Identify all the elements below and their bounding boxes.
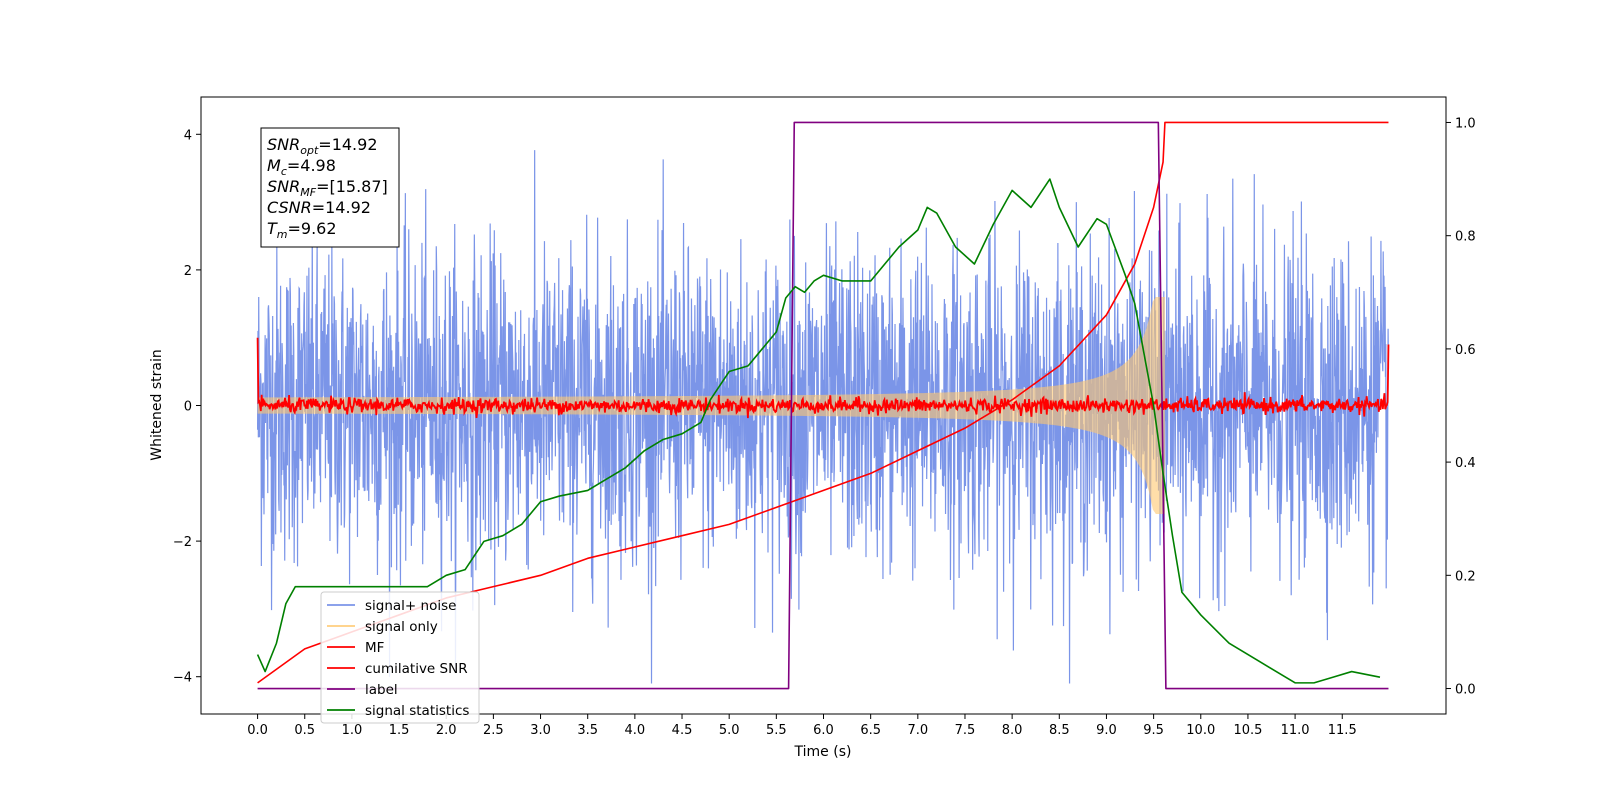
- series-signal-statistics-line: [256, 178, 1381, 684]
- x-tick-label: 11.5: [1328, 723, 1357, 738]
- x-tick-label: 3.0: [530, 723, 551, 738]
- x-tick-label: 7.0: [907, 723, 928, 738]
- legend-label: label: [365, 682, 398, 698]
- y-right-tick-label: 0.2: [1455, 569, 1476, 584]
- y-axis-label-left: Whitened strain: [149, 349, 165, 460]
- legend-label: signal statistics: [365, 703, 469, 719]
- x-tick-label: 5.5: [766, 723, 787, 738]
- x-tick-label: 1.0: [342, 723, 363, 738]
- y-left-tick-label: −4: [173, 671, 192, 686]
- x-tick-label: 6.0: [813, 723, 834, 738]
- x-tick-label: 4.5: [672, 723, 693, 738]
- legend: signal+ noise signal only MF cumilative SNR…: [320, 591, 480, 724]
- x-tick-label: 2.0: [436, 723, 457, 738]
- y-left-tick-label: 2: [184, 264, 192, 279]
- y-right-tick-label: 1.0: [1455, 116, 1476, 131]
- legend-frame: [320, 591, 480, 724]
- y-left-tick-label: 4: [184, 128, 192, 143]
- info-box-line: CSNR=14.92: [267, 198, 371, 217]
- x-tick-label: 10.0: [1186, 723, 1215, 738]
- y-left-tick-label: 0: [184, 400, 192, 415]
- info-box-frame: [260, 127, 400, 248]
- y-right-tick-label: 0.4: [1455, 456, 1476, 471]
- x-tick-label: 0.5: [294, 723, 315, 738]
- legend-label: cumilative SNR: [365, 661, 468, 677]
- x-axis-label: Time (s): [794, 744, 852, 760]
- series-label-line: [257, 121, 1389, 690]
- legend-label: MF: [365, 640, 384, 656]
- x-tick-label: 6.5: [860, 723, 881, 738]
- axes-layer: 0.0 0.5 1.0 1.5 2.0 2.5 3.0 3.5 4.0 4.5 5.0 5.5 6.0 6…: [173, 116, 1476, 738]
- x-tick-label: 0.0: [247, 723, 268, 738]
- x-tick-label: 9.0: [1096, 723, 1117, 738]
- x-tick-label: 2.5: [483, 723, 504, 738]
- x-tick-label: 9.5: [1143, 723, 1164, 738]
- x-tick-label: 8.0: [1002, 723, 1023, 738]
- x-tick-label: 10.5: [1233, 723, 1262, 738]
- x-tick-label: 3.5: [577, 723, 598, 738]
- y-right-tick-label: 0.0: [1455, 683, 1476, 698]
- x-tick-label: 4.0: [625, 723, 646, 738]
- x-tick-label: 7.5: [955, 723, 976, 738]
- info-box-line: Tm=9.62: [267, 219, 337, 241]
- y-left-tick-label: −2: [173, 535, 192, 550]
- x-tick-label: 11.0: [1281, 723, 1310, 738]
- x-tick-label: 8.5: [1049, 723, 1070, 738]
- y-right-tick-label: 0.6: [1455, 343, 1476, 358]
- y-right-tick-label: 0.8: [1455, 230, 1476, 245]
- info-box-line: SNRMF=[15.87]: [267, 177, 388, 199]
- x-tick-label: 1.5: [389, 723, 410, 738]
- info-box-line: SNRopt=14.92: [267, 135, 378, 157]
- legend-label: signal+ noise: [365, 598, 456, 614]
- legend-label: signal only: [365, 619, 438, 635]
- info-box: SNRopt=14.92Mc=4.98SNRMF=[15.87]CSNR=14.…: [260, 127, 400, 248]
- x-tick-label: 5.0: [719, 723, 740, 738]
- info-box-line: Mc=4.98: [267, 156, 336, 178]
- series-mf-line: [256, 337, 1390, 419]
